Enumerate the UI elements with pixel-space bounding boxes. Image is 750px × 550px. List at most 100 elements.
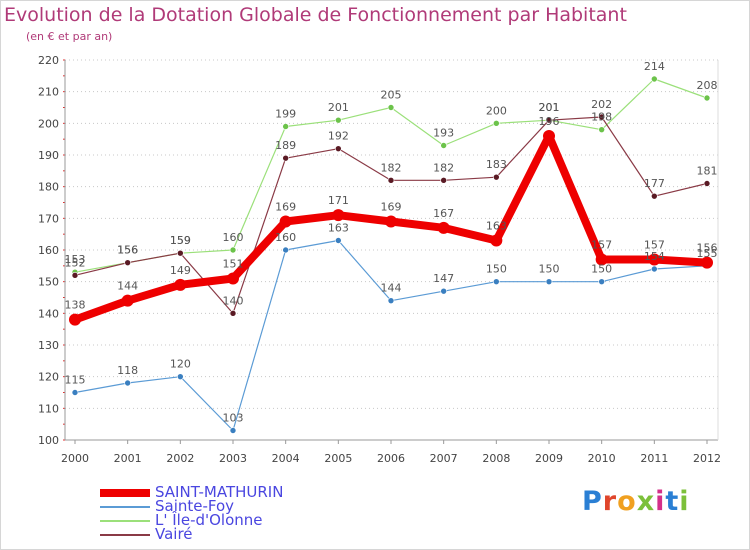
logo-letter: r — [602, 486, 618, 517]
data-point — [229, 310, 237, 317]
data-point — [71, 272, 79, 279]
data-label: 214 — [644, 60, 665, 73]
x-tick-label: 2009 — [535, 452, 563, 465]
data-label: 169 — [381, 201, 402, 214]
data-point — [703, 94, 711, 102]
data-label: 150 — [486, 263, 507, 276]
data-label: 201 — [539, 101, 560, 114]
x-tick-label: 2002 — [166, 452, 194, 465]
axes: 100 110 120 130 140 150 160 170 180 190 200 210 220 2… — [38, 54, 721, 465]
data-label: 201 — [328, 101, 349, 114]
legend-label: L' Île-d'Olonne — [155, 511, 263, 529]
data-label: 199 — [275, 108, 296, 121]
data-label: 157 — [591, 239, 612, 252]
data-point — [545, 116, 553, 124]
series-l-ile-d-olonne — [71, 75, 711, 276]
data-point — [279, 215, 292, 228]
data-point — [598, 278, 605, 285]
data-point — [703, 180, 711, 187]
x-tick-label: 2000 — [61, 452, 89, 465]
data-point — [282, 246, 289, 254]
data-point — [493, 120, 500, 127]
y-tick-label: 160 — [38, 244, 59, 257]
data-label: 200 — [486, 104, 507, 117]
x-tick-label: 2008 — [482, 452, 510, 465]
legend-label: SAINT-MATHURIN — [155, 483, 284, 501]
data-label: 140 — [223, 294, 244, 307]
data-label: 201 — [539, 101, 560, 114]
data-label: 160 — [275, 231, 296, 244]
y-tick-label: 210 — [38, 86, 59, 99]
data-label: 103 — [223, 412, 244, 425]
data-label: 156 — [117, 244, 138, 257]
data-point — [440, 142, 447, 149]
legend-swatch — [100, 489, 150, 497]
series-layer — [69, 75, 713, 434]
chart-title: Evolution de la Dotation Globale de Fonc… — [4, 4, 627, 26]
data-point — [651, 265, 658, 273]
data-point — [335, 237, 342, 244]
data-point — [598, 113, 605, 121]
legend-label: Sainte-Foy — [155, 497, 235, 515]
data-label: 154 — [644, 250, 665, 263]
y-tick-label: 190 — [38, 149, 59, 162]
chart-subtitle: (en € et par an) — [26, 30, 113, 43]
x-tick-label: 2011 — [640, 452, 668, 465]
logo-letter: t — [665, 486, 680, 517]
data-label: 150 — [539, 263, 560, 276]
data-label: 149 — [170, 264, 191, 277]
data-point — [490, 234, 503, 247]
logo-letter: i — [679, 486, 690, 517]
y-tick-label: 130 — [38, 339, 59, 352]
data-label: 144 — [381, 282, 402, 295]
data-label: 208 — [697, 79, 718, 92]
x-tick-label: 2005 — [324, 452, 352, 465]
y-tick-label: 170 — [38, 212, 59, 225]
data-label: 156 — [117, 244, 138, 257]
x-tick-label: 2001 — [114, 452, 142, 465]
data-point — [177, 249, 184, 257]
data-label: 167 — [433, 207, 454, 220]
series-saint-mathurin — [69, 130, 713, 326]
y-tick-label: 120 — [38, 371, 59, 384]
legend-label: Vairé — [155, 525, 193, 543]
y-tick-label: 140 — [38, 307, 59, 320]
data-label: 160 — [223, 231, 244, 244]
data-point — [651, 192, 658, 200]
y-tick-label: 110 — [38, 402, 59, 415]
data-point — [177, 373, 184, 380]
data-point — [385, 215, 397, 228]
data-point — [229, 246, 237, 254]
data-label: 153 — [65, 253, 86, 266]
legend-swatch — [100, 534, 150, 536]
data-label: 202 — [591, 98, 612, 111]
x-tick-label: 2012 — [693, 452, 721, 465]
data-label: 138 — [65, 299, 86, 312]
data-label: 152 — [65, 256, 86, 269]
data-point — [387, 297, 395, 304]
data-point — [543, 130, 555, 142]
data-label: 159 — [170, 234, 191, 247]
logo-letter: P — [582, 486, 603, 517]
data-label: 177 — [644, 177, 665, 190]
data-label: 156 — [697, 242, 718, 255]
series-vaire — [71, 113, 711, 317]
data-label: 182 — [381, 161, 402, 174]
legend-swatch — [100, 520, 150, 522]
x-tick-label: 2006 — [377, 452, 405, 465]
grid-lines — [65, 59, 718, 441]
data-label: 150 — [591, 263, 612, 276]
logo-letter: i — [655, 486, 666, 517]
y-tick-label: 150 — [38, 276, 59, 289]
data-point — [174, 278, 187, 291]
legend-swatch — [100, 506, 150, 508]
data-point — [69, 313, 81, 326]
data-point — [440, 287, 447, 295]
data-point — [282, 123, 289, 130]
data-point — [437, 221, 450, 234]
data-label: 171 — [328, 194, 349, 207]
data-point — [282, 154, 289, 162]
x-tick-label: 2007 — [430, 452, 458, 465]
data-point — [651, 75, 658, 83]
data-point — [332, 209, 345, 222]
